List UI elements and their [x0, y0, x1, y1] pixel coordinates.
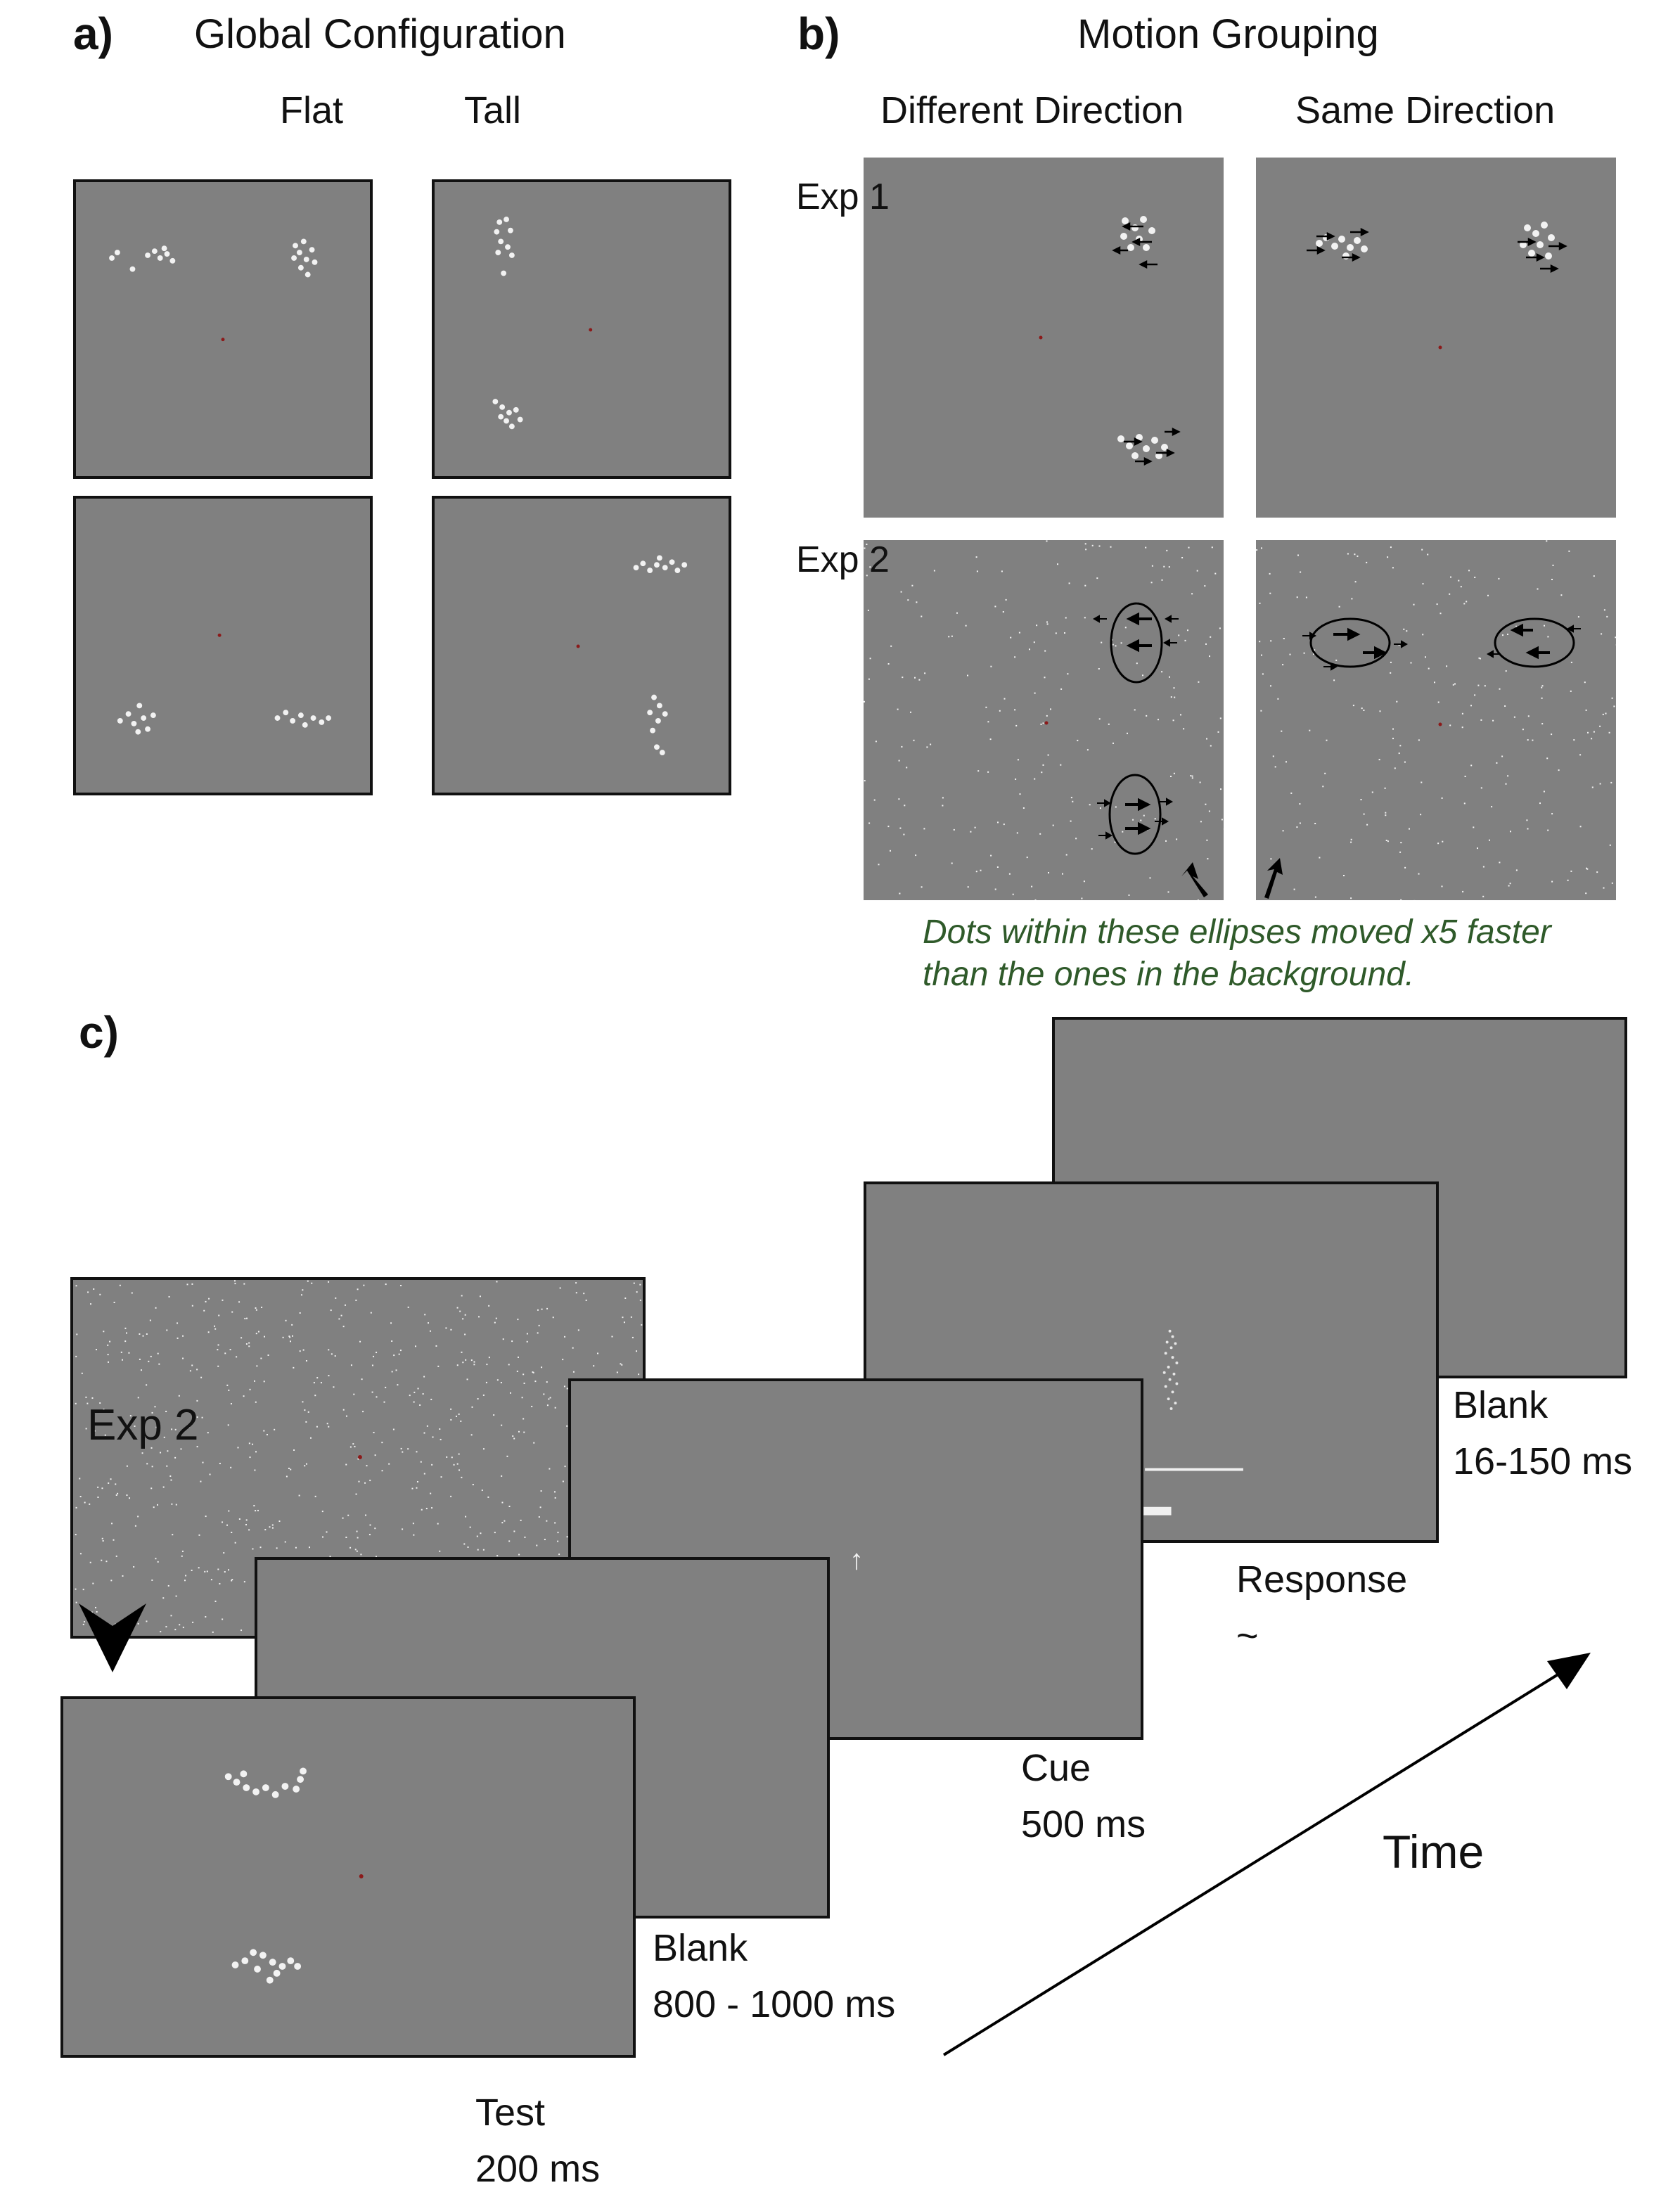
caption-test-name: Test — [475, 2084, 545, 2141]
stimulus-tall-bottom-art — [435, 499, 729, 793]
frame-test-art — [63, 1699, 633, 2055]
fixation-point — [222, 338, 225, 341]
fixation-point — [1045, 722, 1049, 725]
fixation-point — [577, 645, 580, 648]
fast-dot-ellipse — [1110, 775, 1160, 854]
caption-test-duration: 200 ms — [475, 2141, 600, 2197]
panel-a-col-tall: Tall — [464, 91, 521, 129]
response-dot-column — [1163, 1330, 1179, 1410]
stimulus-tall-top — [432, 179, 731, 479]
dot-cluster — [494, 217, 514, 276]
dot-cluster — [492, 399, 522, 429]
caption-blank-final-name: Blank — [1453, 1377, 1548, 1433]
motion-exp2-same-art — [1256, 540, 1616, 900]
motion-exp1-same-art — [1256, 158, 1616, 518]
time-arrow-head — [1547, 1653, 1591, 1689]
stimulus-tall-bottom — [432, 496, 731, 795]
panel-b-letter: b) — [797, 11, 840, 56]
fast-dot-ellipse — [1495, 619, 1574, 667]
fast-dot-ellipse — [1311, 619, 1390, 667]
panel-c-letter: c) — [79, 1010, 119, 1055]
motion-exp1-different-art — [864, 158, 1224, 518]
caption-cue-duration: 500 ms — [1021, 1796, 1146, 1852]
fixation-point — [1439, 723, 1442, 726]
caption-blank-isi-name: Blank — [653, 1920, 748, 1976]
dot-cluster — [291, 238, 317, 277]
panel-b-col-different: Different Direction — [880, 91, 1184, 129]
motion-exp2-same — [1256, 540, 1616, 900]
dot-cluster — [109, 245, 175, 271]
caption-response-duration: ~ — [1236, 1608, 1259, 1664]
stimulus-flat-top — [73, 179, 373, 479]
fixation-point — [358, 1455, 362, 1459]
ellipse-note-line1: Dots within these ellipses moved x5 fast… — [923, 911, 1551, 954]
caption-response-name: Response — [1236, 1551, 1407, 1608]
row-label-exp1: Exp 1 — [796, 179, 890, 215]
stimulus-flat-top-art — [76, 182, 370, 476]
stimulus-flat-bottom — [73, 496, 373, 795]
panel-b-col-same: Same Direction — [1295, 91, 1555, 129]
dot-cluster — [634, 555, 688, 573]
dot-cluster — [232, 1949, 301, 1983]
stimulus-flat-bottom-art — [76, 499, 370, 793]
ellipse-note-line2: than the ones in the background. — [923, 954, 1414, 996]
fixation-point — [1039, 336, 1043, 340]
frame-test — [60, 1696, 636, 2058]
panel-a-col-flat: Flat — [280, 91, 343, 129]
dot-cluster — [225, 1767, 307, 1798]
fixation-point — [218, 634, 222, 637]
dot-cluster — [647, 695, 667, 755]
panel-a-letter: a) — [73, 11, 113, 56]
fixation-point — [589, 328, 592, 332]
time-axis-label: Time — [1383, 1828, 1484, 1875]
motion-exp2-different — [864, 540, 1224, 900]
panel-b-title: Motion Grouping — [1077, 14, 1379, 55]
row-label-exp2: Exp 2 — [796, 542, 890, 578]
stimulus-tall-top-art — [435, 182, 729, 476]
fixation-point — [359, 1874, 364, 1878]
motion-exp2-different-art — [864, 540, 1224, 900]
dot-cluster — [275, 710, 331, 728]
motion-exp1-same — [1256, 158, 1616, 518]
exp2-frame-label: Exp 2 — [87, 1404, 199, 1447]
caption-cue-name: Cue — [1021, 1740, 1091, 1796]
cue-arrow-icon: ↑ — [849, 1546, 864, 1574]
motion-exp1-different — [864, 158, 1224, 518]
dot-cluster — [117, 703, 156, 734]
response-slider-thumb — [1143, 1507, 1171, 1516]
caption-blank-final-duration: 16-150 ms — [1453, 1433, 1632, 1490]
fixation-point — [1439, 346, 1442, 350]
panel-a-title: Global Configuration — [194, 14, 566, 55]
caption-blank-isi-duration: 800 - 1000 ms — [653, 1976, 895, 2032]
